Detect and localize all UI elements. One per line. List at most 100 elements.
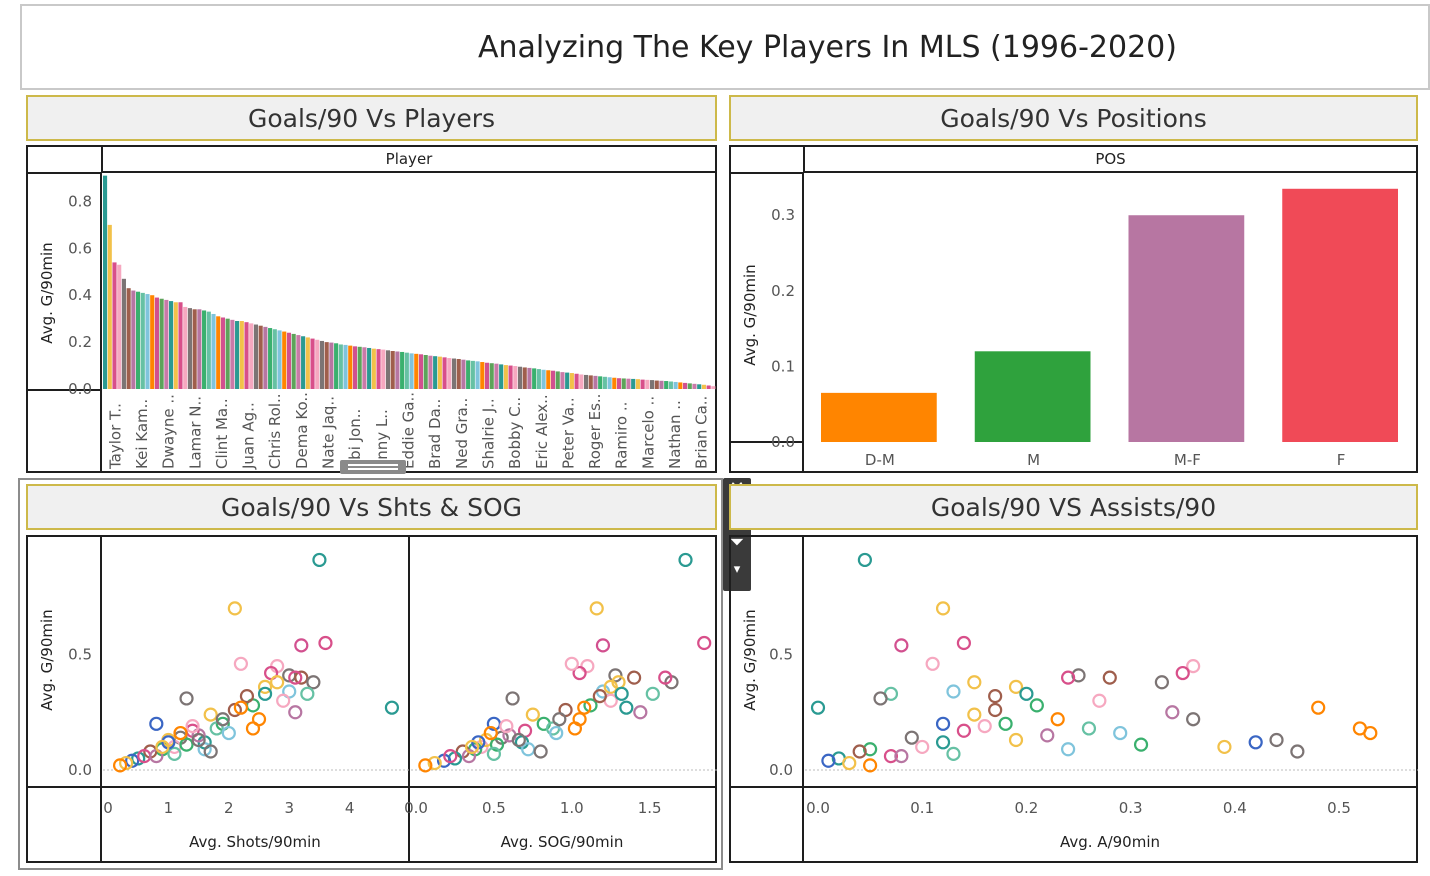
player-bar[interactable]	[286, 332, 292, 389]
player-bar[interactable]	[301, 336, 306, 389]
assists-point[interactable]	[1175, 665, 1190, 681]
shots-point[interactable]	[179, 691, 194, 706]
player-bar[interactable]	[522, 367, 527, 389]
assists-point[interactable]	[946, 746, 961, 761]
player-bar[interactable]	[574, 373, 579, 389]
player-bar[interactable]	[187, 308, 192, 389]
player-bar[interactable]	[404, 352, 409, 389]
player-bar[interactable]	[565, 372, 570, 389]
sog-point[interactable]	[583, 698, 598, 713]
player-bar[interactable]	[697, 384, 702, 389]
player-bar[interactable]	[682, 382, 688, 389]
shots-chart[interactable]: Avg. G/90min Avg. Shots/90min Avg. SOG/9…	[26, 535, 717, 863]
player-bar[interactable]	[362, 347, 367, 389]
sog-point[interactable]	[580, 659, 595, 674]
assists-point[interactable]	[1040, 728, 1055, 743]
player-bar[interactable]	[348, 345, 353, 389]
sog-point[interactable]	[614, 686, 629, 701]
player-bar[interactable]	[475, 361, 480, 389]
player-bar[interactable]	[329, 342, 334, 389]
assists-point[interactable]	[1133, 737, 1149, 752]
shots-point[interactable]	[288, 670, 303, 685]
position-bar[interactable]	[974, 351, 1091, 442]
player-bar[interactable]	[517, 366, 523, 389]
player-bar[interactable]	[414, 353, 419, 389]
assists-point[interactable]	[1311, 700, 1326, 715]
player-bar[interactable]	[131, 290, 136, 389]
sog-point[interactable]	[525, 707, 540, 722]
player-bar[interactable]	[711, 386, 716, 389]
assists-point[interactable]	[873, 691, 888, 706]
player-bar[interactable]	[169, 301, 174, 389]
shots-point[interactable]	[384, 700, 400, 715]
player-bar[interactable]	[239, 321, 244, 389]
player-bar[interactable]	[626, 378, 631, 389]
player-bar[interactable]	[296, 335, 301, 389]
player-bar[interactable]	[555, 371, 560, 389]
player-bar[interactable]	[645, 379, 650, 389]
player-bar[interactable]	[230, 319, 235, 389]
player-bar[interactable]	[117, 264, 122, 389]
assists-point[interactable]	[967, 707, 982, 722]
player-bar[interactable]	[277, 330, 282, 389]
player-bar[interactable]	[621, 378, 626, 389]
sog-point[interactable]	[552, 712, 567, 727]
assists-point[interactable]	[956, 635, 971, 651]
sog-point[interactable]	[572, 665, 587, 681]
player-bar[interactable]	[484, 362, 490, 389]
player-bar[interactable]	[659, 380, 664, 389]
assists-point[interactable]	[967, 675, 982, 690]
player-bar[interactable]	[664, 381, 669, 389]
player-bar[interactable]	[395, 351, 400, 389]
assists-point[interactable]	[1008, 732, 1024, 748]
player-bar[interactable]	[442, 357, 447, 389]
shots-point[interactable]	[239, 689, 255, 704]
player-bar[interactable]	[687, 383, 692, 389]
player-bar[interactable]	[532, 368, 537, 389]
shots-point[interactable]	[300, 686, 315, 701]
player-bar[interactable]	[206, 311, 211, 389]
player-bar[interactable]	[673, 381, 678, 389]
sog-point[interactable]	[619, 700, 634, 715]
shots-point[interactable]	[257, 686, 273, 701]
sog-point[interactable]	[592, 689, 607, 704]
player-bar[interactable]	[461, 359, 466, 389]
player-bar[interactable]	[527, 367, 532, 389]
player-bar[interactable]	[602, 376, 607, 389]
assists-point[interactable]	[1165, 705, 1180, 720]
assists-point[interactable]	[1092, 693, 1107, 708]
player-bar[interactable]	[258, 325, 263, 389]
sog-point[interactable]	[678, 552, 693, 568]
sog-point[interactable]	[427, 755, 442, 771]
shots-point[interactable]	[179, 737, 194, 752]
assists-point[interactable]	[857, 552, 872, 568]
player-bar[interactable]	[253, 324, 259, 389]
player-bar[interactable]	[319, 340, 325, 389]
player-bar[interactable]	[324, 342, 329, 389]
player-bar[interactable]	[499, 364, 504, 389]
assists-point[interactable]	[894, 638, 909, 653]
player-bar[interactable]	[489, 363, 494, 389]
sog-point[interactable]	[697, 635, 712, 651]
player-bar[interactable]	[456, 358, 461, 389]
player-bar[interactable]	[220, 317, 225, 389]
position-bar[interactable]	[1282, 188, 1398, 442]
assists-point[interactable]	[977, 719, 992, 734]
assists-point[interactable]	[915, 739, 930, 755]
assists-point[interactable]	[1269, 732, 1284, 748]
sog-point[interactable]	[658, 670, 673, 685]
player-bar[interactable]	[579, 374, 584, 389]
player-bar[interactable]	[126, 288, 131, 389]
assists-point[interactable]	[883, 749, 899, 764]
shots-point[interactable]	[203, 744, 218, 759]
positions-chart[interactable]: Avg. G/90min 0.0 0.1 0.2 0.3 D-M M M-F F	[729, 145, 1418, 473]
assists-point[interactable]	[1113, 725, 1128, 741]
player-bar[interactable]	[470, 360, 475, 389]
assists-chart[interactable]: Avg. G/90min Avg. A/90min 0.00.50.0 0.1 0.…	[729, 535, 1418, 863]
player-bar[interactable]	[352, 346, 358, 389]
player-bar[interactable]	[103, 175, 108, 389]
player-bar[interactable]	[272, 329, 277, 389]
player-bar[interactable]	[192, 309, 197, 389]
shots-point[interactable]	[185, 719, 200, 734]
player-bar[interactable]	[385, 350, 391, 389]
